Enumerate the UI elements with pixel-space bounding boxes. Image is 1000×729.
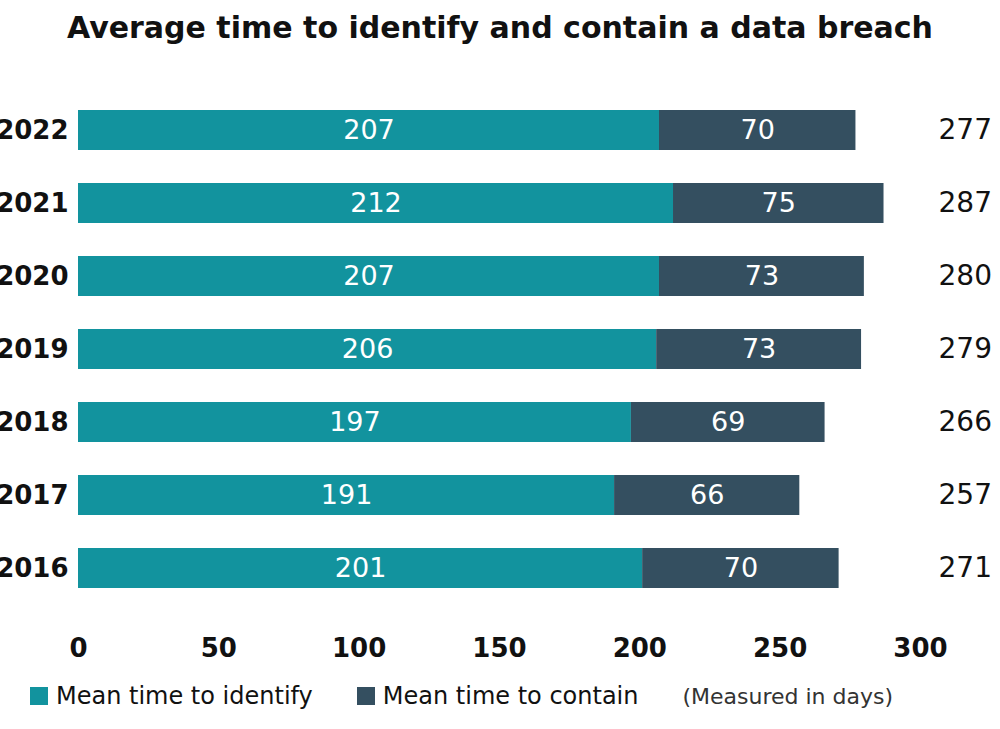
svg-text:257: 257 xyxy=(939,478,992,511)
svg-text:69: 69 xyxy=(711,406,745,437)
svg-text:280: 280 xyxy=(939,259,992,292)
svg-text:2017: 2017 xyxy=(0,480,69,510)
svg-text:70: 70 xyxy=(741,114,775,145)
svg-text:150: 150 xyxy=(472,633,526,663)
svg-text:2021: 2021 xyxy=(0,188,69,218)
svg-text:207: 207 xyxy=(343,260,395,291)
svg-text:300: 300 xyxy=(893,633,947,663)
svg-text:266: 266 xyxy=(939,405,992,438)
svg-text:2022: 2022 xyxy=(0,115,69,145)
svg-text:206: 206 xyxy=(342,333,394,364)
svg-text:2018: 2018 xyxy=(0,407,69,437)
svg-text:279: 279 xyxy=(939,332,992,365)
svg-text:277: 277 xyxy=(939,113,992,146)
svg-text:0: 0 xyxy=(69,633,87,663)
html-text:Average time to identify and c: Average time to identify and contain a d… xyxy=(67,10,933,45)
svg-text:250: 250 xyxy=(753,633,807,663)
svg-text:70: 70 xyxy=(724,552,758,583)
svg-text:212: 212 xyxy=(350,187,402,218)
svg-text:271: 271 xyxy=(939,551,992,584)
svg-text:75: 75 xyxy=(762,187,796,218)
svg-text:100: 100 xyxy=(332,633,386,663)
svg-text:66: 66 xyxy=(690,479,724,510)
svg-text:191: 191 xyxy=(321,479,373,510)
svg-text:207: 207 xyxy=(343,114,395,145)
svg-text:2020: 2020 xyxy=(0,261,69,291)
svg-text:2016: 2016 xyxy=(0,553,69,583)
svg-text:200: 200 xyxy=(613,633,667,663)
svg-text:197: 197 xyxy=(329,406,381,437)
svg-text:287: 287 xyxy=(939,186,992,219)
html-text:Mean time to contain: Mean time to contain xyxy=(382,682,639,710)
html-text:(Measured in days): (Measured in days) xyxy=(682,683,894,709)
svg-text:2019: 2019 xyxy=(0,334,69,364)
html-text:Mean time to identify: Mean time to identify xyxy=(56,682,313,710)
svg-text:50: 50 xyxy=(201,633,237,663)
svg-text:201: 201 xyxy=(335,552,387,583)
svg-text:73: 73 xyxy=(745,260,779,291)
svg-text:73: 73 xyxy=(742,333,776,364)
